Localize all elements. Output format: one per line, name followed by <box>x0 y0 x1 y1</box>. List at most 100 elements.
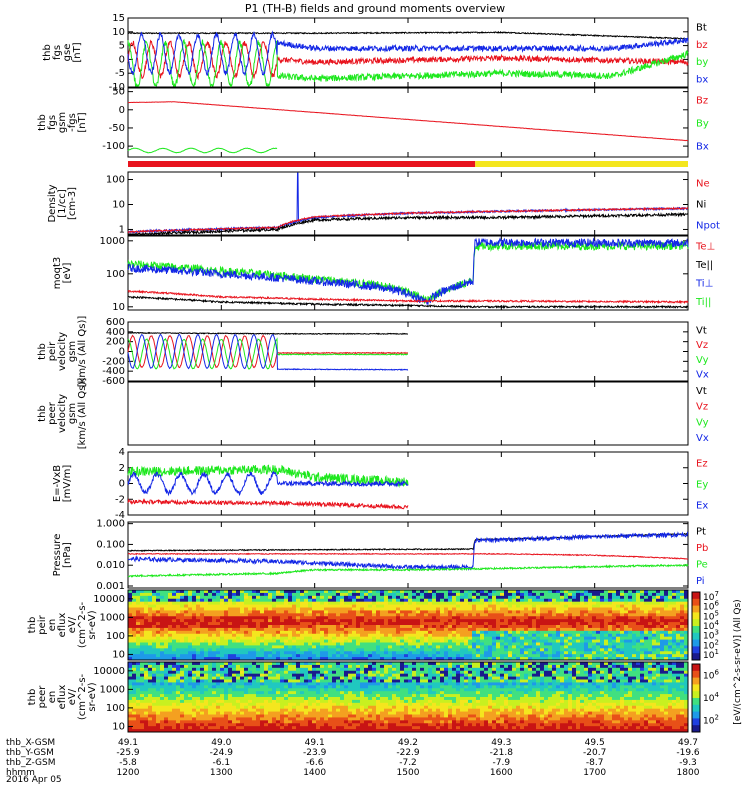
spectrogram-cell <box>288 697 293 701</box>
spectrogram-cell <box>300 717 305 721</box>
spectrogram-cell <box>624 616 629 620</box>
spectrogram-cell <box>296 595 301 600</box>
spectrogram-cell <box>152 691 157 695</box>
spectrogram-cell <box>320 598 325 603</box>
spectrogram-cell <box>532 595 537 600</box>
spectrogram-cell <box>432 598 437 603</box>
spectrogram-cell <box>412 592 417 597</box>
spectrogram-cell <box>228 711 233 715</box>
spectrogram-cell <box>164 729 169 733</box>
spectrogram-cell <box>248 708 253 713</box>
spectrogram-cell <box>276 726 281 730</box>
spectrogram-cell <box>312 714 317 718</box>
spectrogram-cell <box>140 598 145 603</box>
spectrogram-cell <box>252 610 257 614</box>
spectrogram-cell <box>336 657 341 661</box>
spectrogram-cell <box>560 648 565 652</box>
spectrogram-cell <box>208 726 213 730</box>
spectrogram-cell <box>144 708 149 713</box>
spectrogram-cell <box>524 645 529 649</box>
spectrogram-cell <box>600 636 605 641</box>
spectrogram-cell <box>380 625 385 629</box>
spectrogram-cell <box>164 622 169 626</box>
spectrogram-cell <box>180 639 185 643</box>
spectrogram-cell <box>684 607 689 611</box>
spectrogram-cell <box>164 726 169 730</box>
spectrogram-cell <box>300 657 305 661</box>
spectrogram-cell <box>372 648 377 652</box>
spectrogram-cell <box>412 616 417 620</box>
spectrogram-cell <box>428 642 433 646</box>
spectrogram-cell <box>612 645 617 649</box>
spectrogram-cell <box>568 601 573 606</box>
spectrogram-cell <box>336 648 341 652</box>
spectrogram-cell <box>440 595 445 600</box>
spectrogram-cell <box>364 592 369 597</box>
spectrogram-cell <box>404 601 409 606</box>
spectrogram-cell <box>396 657 401 661</box>
spectrogram-cell <box>480 592 485 597</box>
spectrogram-cell <box>256 604 261 608</box>
spectrogram-cell <box>384 625 389 629</box>
spectrogram-cell <box>208 642 213 646</box>
spectrogram-cell <box>128 651 133 655</box>
spectrogram-cell <box>436 633 441 638</box>
spectrogram-cell <box>300 610 305 614</box>
spectrogram-cell <box>364 648 369 652</box>
spectrogram-cell <box>488 595 493 600</box>
spectrogram-cell <box>168 592 173 597</box>
spectrogram-cell <box>508 627 513 632</box>
spectrogram-cell <box>596 607 601 611</box>
spectrogram-cell <box>132 619 137 623</box>
spectrogram-cell <box>244 590 249 594</box>
spectrogram-cell <box>256 717 261 721</box>
spectrogram-cell <box>232 613 237 617</box>
spectrogram-cell <box>540 613 545 617</box>
spectrogram-cell <box>312 642 317 646</box>
spectrogram-cell <box>384 590 389 594</box>
spectrogram-cell <box>412 590 417 594</box>
spectrogram-cell <box>140 702 145 707</box>
spectrogram-cell <box>388 622 393 626</box>
spectrogram-cell <box>248 648 253 652</box>
spectrogram-cell <box>432 604 437 608</box>
spectrogram-cell <box>204 619 209 623</box>
spectrogram-cell <box>548 630 553 635</box>
spectrogram-cell <box>236 685 241 689</box>
spectrogram-cell <box>248 607 253 611</box>
spectrogram-cell <box>304 654 309 658</box>
spectrogram-cell <box>308 670 313 675</box>
spectrogram-cell <box>156 607 161 611</box>
spectrogram-cell <box>356 642 361 646</box>
spectrogram-cell <box>260 607 265 611</box>
spectrogram-cell <box>408 590 413 594</box>
spectrogram-cell <box>316 729 321 733</box>
spectrogram-cell <box>160 726 165 730</box>
spectrogram-cell <box>136 688 141 692</box>
spectrogram-cell <box>500 619 505 623</box>
spectrogram-cell <box>280 670 285 675</box>
spectrogram-cell <box>152 651 157 655</box>
spectrogram-cell <box>532 616 537 620</box>
spectrogram-cell <box>384 595 389 600</box>
spectrogram-cell <box>584 590 589 594</box>
spectrogram-cell <box>264 604 269 608</box>
spectrogram-cell <box>180 667 185 672</box>
spectrogram-cell <box>204 595 209 600</box>
spectrogram-cell <box>308 598 313 603</box>
spectrogram-cell <box>492 601 497 606</box>
spectrogram-cell <box>132 697 137 701</box>
spectrogram-cell <box>672 648 677 652</box>
spectrogram-cell <box>264 697 269 701</box>
spectrogram-cell <box>384 651 389 655</box>
spectrogram-cell <box>316 664 321 669</box>
spectrogram-cell <box>264 648 269 652</box>
spectrogram-cell <box>304 616 309 620</box>
spectrogram-cell <box>128 595 133 600</box>
spectrogram-cell <box>192 601 197 606</box>
spectrogram-cell <box>284 679 289 683</box>
spectrogram-cell <box>468 642 473 646</box>
spectrogram-cell <box>524 622 529 626</box>
spectrogram-cell <box>224 685 229 689</box>
spectrogram-cell <box>628 630 633 635</box>
